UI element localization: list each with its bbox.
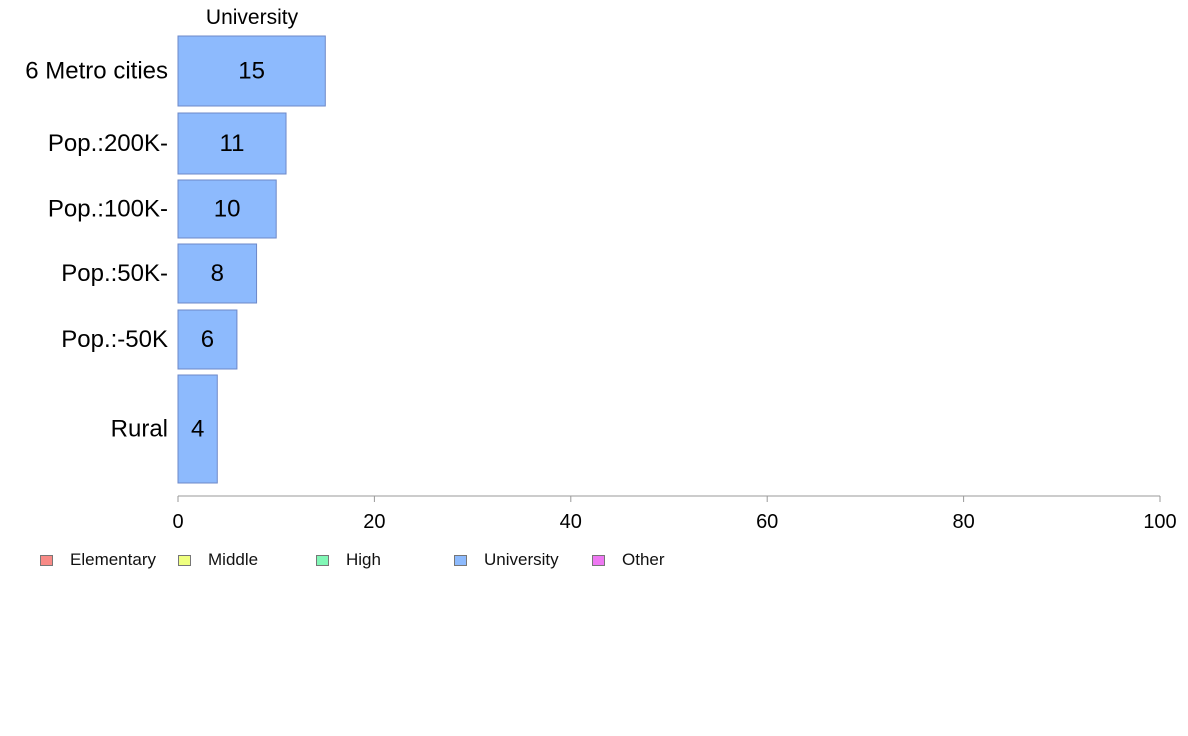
bars: 15 6 Metro cities 11 Pop.:200K- 10 Pop.:100K-… [25, 35, 326, 484]
legend-label: Elementary [70, 550, 156, 569]
bar-value-label: 15 [238, 58, 265, 85]
legend-label: Middle [208, 550, 259, 569]
bar [177, 179, 277, 239]
legend-item-other: Other [592, 550, 665, 570]
legend-label: Other [622, 550, 665, 569]
legend-swatch-middle [178, 554, 191, 566]
legend-swatch-university [454, 554, 467, 566]
legend-item-middle: Middle [178, 550, 258, 570]
bar-value-label: 10 [214, 196, 241, 223]
legend-item-elementary: Elementary [40, 550, 156, 570]
bar-value-label: 11 [220, 130, 245, 157]
bar [177, 243, 258, 304]
category-label: 6 Metro cities [25, 58, 168, 85]
x-tick-label: 20 [363, 511, 385, 533]
chart-title: University [206, 6, 299, 29]
legend-item-high: High [316, 550, 381, 570]
category-label: Rural [111, 416, 168, 443]
category-label: Pop.:50K- [61, 260, 168, 287]
x-tick-label: 100 [1143, 511, 1176, 533]
bar [177, 35, 326, 107]
x-tick-label: 80 [952, 511, 974, 533]
category-label: Pop.:100K- [48, 196, 168, 223]
legend-item-university: University [454, 550, 559, 570]
category-label: Pop.:200K- [48, 130, 168, 157]
bar-value-label: 8 [211, 260, 224, 287]
bar [177, 374, 218, 484]
legend-swatch-other [592, 554, 605, 566]
legend-label: High [346, 550, 381, 569]
legend-swatch-high [316, 554, 329, 566]
x-axis: 0 20 40 60 80 100 [172, 495, 1177, 533]
legend-swatch-elementary [40, 554, 53, 566]
x-tick-label: 60 [756, 511, 778, 533]
bar [177, 309, 238, 370]
bar-value-label: 6 [201, 326, 214, 353]
category-label: Pop.:-50K [61, 326, 168, 353]
legend-label: University [484, 550, 559, 569]
bar [177, 112, 287, 175]
x-tick-label: 0 [172, 511, 183, 533]
bar-value-label: 4 [191, 416, 204, 443]
x-tick-label: 40 [560, 511, 582, 533]
